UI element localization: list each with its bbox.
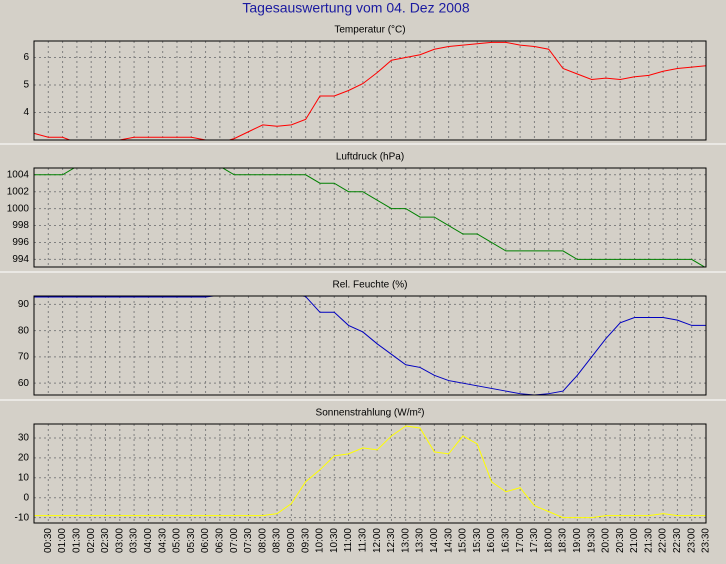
x-tick-label: 17:30 — [529, 528, 540, 553]
x-tick-label: 16:00 — [486, 528, 497, 553]
x-tick-label: 21:30 — [643, 528, 654, 553]
data-line — [34, 168, 706, 267]
x-tick-label: 07:30 — [243, 528, 254, 553]
x-tick-label: 17:00 — [515, 528, 526, 553]
x-tick-label: 22:30 — [672, 528, 683, 553]
x-tick-label: 09:30 — [300, 528, 311, 553]
y-tick-label: 90 — [18, 299, 30, 310]
x-tick-label: 09:00 — [286, 528, 297, 553]
y-tick-label: 0 — [23, 492, 29, 503]
x-tick-label: 02:30 — [100, 528, 111, 553]
x-tick-label: 14:00 — [429, 528, 440, 553]
page-title: Tagesauswertung vom 04. Dez 2008 — [242, 0, 469, 16]
plot-frame — [33, 423, 707, 524]
x-tick-label: 14:30 — [443, 528, 454, 553]
x-tick-label: 07:00 — [229, 528, 240, 553]
plot-frame — [33, 40, 707, 141]
x-tick-label: 15:00 — [458, 528, 469, 553]
x-tick-label: 01:30 — [72, 528, 83, 553]
x-tick-label: 04:00 — [143, 528, 154, 553]
y-tick-label: 1004 — [7, 169, 30, 180]
x-tick-label: 10:30 — [329, 528, 340, 553]
y-tick-label: 5 — [23, 80, 29, 91]
data-line — [34, 296, 706, 395]
x-tick-label: 20:30 — [615, 528, 626, 553]
chart-title: Luftdruck (hPa) — [336, 152, 404, 163]
y-tick-label: 1000 — [7, 203, 30, 214]
x-tick-label: 23:30 — [701, 528, 712, 553]
chart-title: Rel. Feuchte (%) — [332, 280, 407, 291]
x-tick-label: 03:00 — [114, 528, 125, 553]
x-tick-label: 11:30 — [357, 528, 368, 553]
x-tick-label: 19:30 — [586, 528, 597, 553]
plot-area — [34, 168, 706, 267]
x-tick-label: 08:30 — [272, 528, 283, 553]
x-tick-label: 06:00 — [200, 528, 211, 553]
x-tick-label: 22:00 — [658, 528, 669, 553]
x-tick-label: 01:00 — [57, 528, 68, 553]
y-tick-label: 998 — [12, 220, 29, 231]
x-tick-label: 12:00 — [372, 528, 383, 553]
x-tick-label: 18:00 — [543, 528, 554, 553]
x-tick-label: 00:30 — [43, 528, 54, 553]
x-tick-label: 16:30 — [500, 528, 511, 553]
x-tick-label: 12:30 — [386, 528, 397, 553]
plot-frame — [33, 167, 707, 268]
x-tick-label: 20:00 — [601, 528, 612, 553]
x-tick-label: 19:00 — [572, 528, 583, 553]
x-tick-label: 04:30 — [157, 528, 168, 553]
x-tick-label: 18:30 — [558, 528, 569, 553]
x-tick-label: 23:00 — [686, 528, 697, 553]
x-tick-label: 13:00 — [400, 528, 411, 553]
y-tick-label: 1002 — [7, 186, 30, 197]
y-tick-label: 70 — [18, 352, 30, 363]
y-tick-label: 4 — [23, 107, 29, 118]
y-tick-label: 60 — [18, 378, 30, 389]
x-tick-label: 13:30 — [415, 528, 426, 553]
x-tick-label: 21:00 — [629, 528, 640, 553]
data-line — [34, 41, 706, 140]
y-tick-label: 80 — [18, 325, 30, 336]
y-tick-label: 994 — [12, 254, 29, 265]
x-tick-label: 05:30 — [186, 528, 197, 553]
plot-frame — [33, 295, 707, 396]
x-tick-label: 03:30 — [129, 528, 140, 553]
x-tick-label: 05:00 — [172, 528, 183, 553]
x-tick-label: 10:00 — [315, 528, 326, 553]
y-tick-label: -10 — [15, 512, 30, 523]
y-tick-label: 996 — [12, 237, 29, 248]
chart-title: Sonnenstrahlung (W/m²) — [316, 408, 425, 419]
x-tick-label: 15:30 — [472, 528, 483, 553]
plot-area — [34, 424, 706, 523]
x-tick-label: 06:30 — [215, 528, 226, 553]
plot-area — [34, 296, 706, 395]
y-tick-label: 20 — [18, 453, 30, 464]
chart-title: Temperatur (°C) — [334, 25, 405, 36]
y-tick-label: 6 — [23, 52, 29, 63]
x-tick-label: 02:00 — [86, 528, 97, 553]
y-tick-label: 10 — [18, 472, 30, 483]
data-line — [34, 425, 706, 519]
y-tick-label: 30 — [18, 433, 30, 444]
x-tick-label: 11:00 — [343, 528, 354, 553]
plot-area — [34, 41, 706, 140]
x-tick-label: 08:00 — [257, 528, 268, 553]
